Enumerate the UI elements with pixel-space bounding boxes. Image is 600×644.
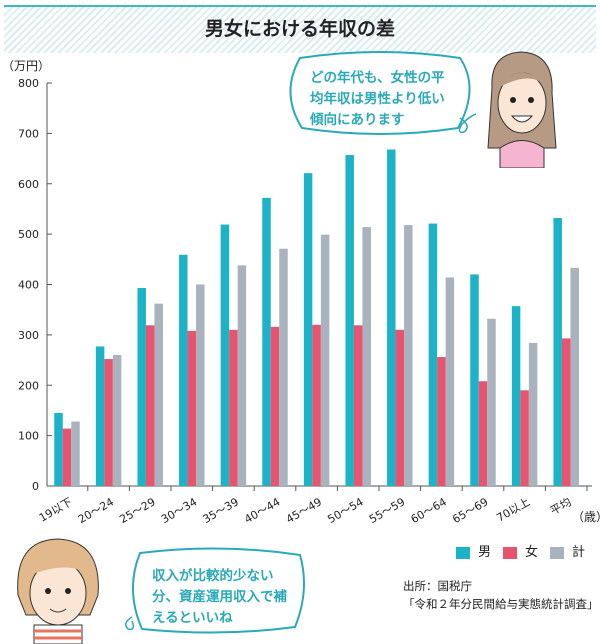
legend-label: 女 bbox=[525, 545, 539, 560]
y-tick-label: 300 bbox=[18, 329, 39, 342]
bar-女-19以下 bbox=[62, 428, 72, 486]
x-axis-label: （歳） bbox=[572, 510, 600, 524]
x-tick-label: 70以上 bbox=[494, 495, 532, 524]
bubble-text-top: どの年代も、女性の平 均年収は男性より低い 傾向にあります bbox=[310, 68, 445, 131]
bubble-line: 収入が比較的少ない bbox=[152, 568, 274, 584]
bar-女-45～49 bbox=[312, 324, 321, 486]
y-tick-label: 400 bbox=[18, 279, 39, 292]
bar-計-60～64 bbox=[445, 277, 455, 486]
bar-男-35～39 bbox=[220, 224, 230, 486]
legend-item-male: 男 bbox=[456, 541, 491, 560]
y-tick-label: 100 bbox=[18, 430, 39, 443]
x-tick-label: 35～39 bbox=[201, 495, 241, 526]
y-tick-label: 600 bbox=[18, 178, 39, 191]
source-line: 出所：国税庁 bbox=[403, 579, 472, 593]
bar-女-70以上 bbox=[520, 390, 529, 486]
legend-item-female: 女 bbox=[503, 541, 538, 560]
bar-女-50～54 bbox=[353, 325, 363, 486]
y-axis-label: （万円） bbox=[2, 59, 50, 73]
legend-item-total: 計 bbox=[550, 541, 585, 560]
bar-計-70以上 bbox=[528, 342, 538, 486]
chart-legend: 男 女 計 bbox=[456, 541, 585, 560]
bar-男-65～69 bbox=[470, 274, 479, 486]
y-tick-label: 200 bbox=[18, 379, 39, 392]
bar-男-40～44 bbox=[262, 197, 271, 487]
bar-女-20～24 bbox=[104, 359, 113, 486]
bar-男-25～29 bbox=[137, 288, 146, 486]
bar-男-平均 bbox=[553, 218, 562, 486]
bar-女-35～39 bbox=[229, 329, 238, 486]
speech-bubble-bottom bbox=[125, 547, 305, 634]
y-tick-label: 500 bbox=[18, 228, 39, 241]
bar-男-70以上 bbox=[511, 306, 521, 486]
bar-計-50～54 bbox=[362, 227, 371, 486]
bar-計-55～59 bbox=[404, 225, 413, 486]
y-tick-label: 800 bbox=[18, 77, 39, 90]
bubble-line: 傾向にあります bbox=[310, 112, 405, 128]
bar-女-40～44 bbox=[270, 326, 280, 486]
bar-計-平均 bbox=[570, 267, 579, 486]
bar-女-30～34 bbox=[187, 330, 197, 486]
chart-title: 男女における年収の差 bbox=[204, 18, 395, 40]
legend-swatch bbox=[550, 546, 565, 559]
bar-計-20～24 bbox=[112, 355, 122, 486]
x-tick-label: 65～69 bbox=[450, 495, 490, 526]
bar-男-20～24 bbox=[95, 346, 105, 486]
bar-男-30～34 bbox=[179, 254, 188, 486]
bubble-line: 分、資産運用収入で補 bbox=[152, 589, 287, 605]
x-tick-label: 50～54 bbox=[325, 495, 365, 526]
bar-女-55～59 bbox=[395, 329, 405, 486]
bar-男-19以下 bbox=[54, 412, 63, 486]
bubble-line: どの年代も、女性の平 bbox=[310, 70, 445, 86]
bar-計-30～34 bbox=[196, 284, 205, 486]
source-line: 「令和２年分民間給与実態統計調査」 bbox=[403, 597, 599, 611]
bubble-text-bottom: 収入が比較的少ない 分、資産運用収入で補 えるといいね bbox=[152, 566, 287, 629]
bar-計-19以下 bbox=[71, 421, 80, 486]
title-bar: 男女における年収の差 bbox=[4, 5, 596, 53]
woman-short-hair-illustration bbox=[17, 538, 99, 644]
bubble-line: えるといいね bbox=[152, 610, 233, 626]
bar-女-65～69 bbox=[478, 381, 488, 486]
bar-男-60～64 bbox=[428, 223, 438, 486]
bar-計-25～29 bbox=[154, 303, 163, 486]
x-tick-label: 55～59 bbox=[367, 495, 407, 526]
x-tick-label: 19以下 bbox=[37, 495, 75, 524]
x-tick-label: 60～64 bbox=[409, 495, 449, 526]
bubble-line: 均年収は男性より低い bbox=[310, 91, 445, 107]
bar-女-60～64 bbox=[437, 357, 446, 486]
bar-計-45～49 bbox=[320, 234, 330, 486]
y-tick-label: 0 bbox=[32, 480, 39, 493]
bar-計-40～44 bbox=[279, 248, 288, 486]
legend-swatch bbox=[456, 546, 470, 559]
x-tick-label: 45～49 bbox=[284, 495, 324, 526]
bar-男-55～59 bbox=[387, 149, 396, 486]
y-tick-label: 700 bbox=[18, 127, 39, 140]
legend-label: 計 bbox=[572, 545, 586, 560]
source-note: 出所：国税庁 「令和２年分民間給与実態統計調査」 bbox=[403, 577, 599, 613]
bar-女-25～29 bbox=[145, 325, 155, 486]
legend-swatch bbox=[503, 546, 518, 559]
x-tick-label: 30～34 bbox=[159, 495, 199, 526]
x-tick-label: 20～24 bbox=[76, 495, 116, 526]
woman-long-hair-illustration bbox=[487, 51, 557, 168]
x-tick-label: 25～29 bbox=[117, 495, 157, 526]
bar-計-35～39 bbox=[237, 265, 247, 486]
bar-男-50～54 bbox=[345, 155, 354, 486]
bar-女-平均 bbox=[561, 338, 571, 486]
x-tick-label: 平均 bbox=[548, 495, 574, 517]
legend-label: 男 bbox=[478, 545, 492, 560]
bar-計-65～69 bbox=[487, 318, 496, 486]
x-tick-label: 40～44 bbox=[242, 495, 282, 526]
speech-bubble-top bbox=[289, 51, 477, 135]
bar-男-45～49 bbox=[303, 173, 313, 486]
